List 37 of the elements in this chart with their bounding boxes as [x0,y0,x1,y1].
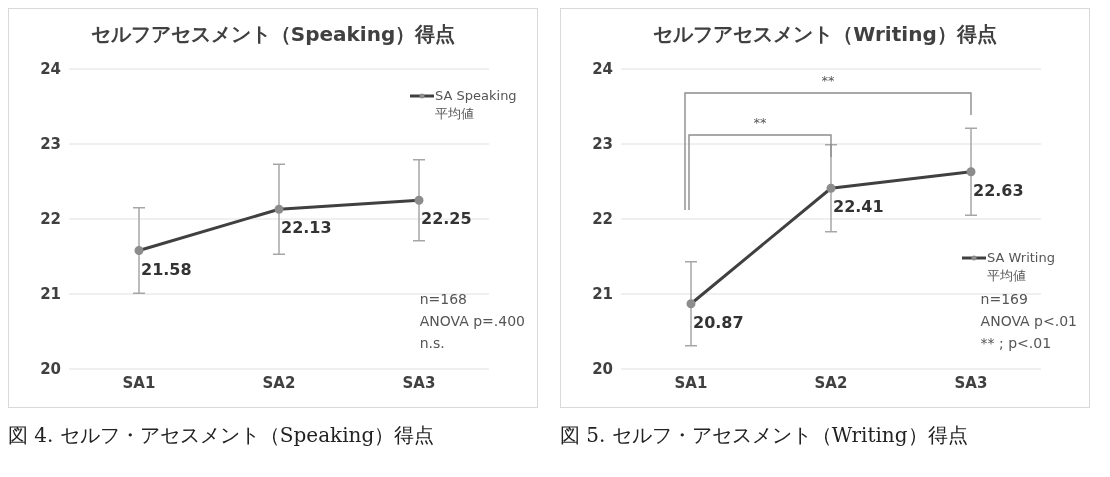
data-label: 21.58 [141,259,192,279]
data-label: 22.41 [833,197,884,217]
annotation: ** [821,73,835,88]
data-label: 20.87 [693,312,744,332]
data-label: 22.63 [973,180,1024,200]
annotation: ** [753,115,767,130]
data-label: 22.13 [281,218,332,238]
y-tick-label: 24 [592,60,613,79]
x-tick-label: SA1 [122,373,156,392]
annotation: ANOVA p<.01 [980,312,1077,331]
y-tick-label: 20 [592,360,613,379]
y-tick-label: 22 [40,210,61,229]
y-tick-label: 23 [40,135,61,154]
x-tick-label: SA3 [954,373,988,392]
x-tick-label: SA2 [814,373,848,392]
annotation: ** ; p<.01 [980,334,1053,353]
y-tick-label: 21 [592,285,613,304]
legend-label: SA Speaking 平均値 [435,87,518,123]
significance-bracket: ** [688,115,832,210]
data-label: 22.25 [421,209,472,229]
chart-title: セルフアセスメント（Writing）得点 [652,21,998,48]
legend-label: SA Writing 平均値 [987,249,1056,285]
y-tick-label: 23 [592,135,613,154]
y-tick-label: 21 [40,285,61,304]
y-tick-label: 22 [592,210,613,229]
x-tick-label: SA2 [262,373,296,392]
y-tick-label: 20 [40,360,61,379]
annotation: n.s. [419,334,446,353]
x-tick-label: SA3 [402,373,436,392]
annotation: n=168 [419,290,468,309]
chart-title: セルフアセスメント（Speaking）得点 [89,21,457,48]
y-tick-label: 24 [40,60,61,79]
caption: 図 4. セルフ・アセスメント（Speaking）得点 [8,422,436,449]
annotation: ANOVA p=.400 [419,312,525,331]
caption: 図 5. セルフ・アセスメント（Writing）得点 [560,422,969,449]
annotation: n=169 [980,290,1029,309]
x-tick-label: SA1 [674,373,708,392]
